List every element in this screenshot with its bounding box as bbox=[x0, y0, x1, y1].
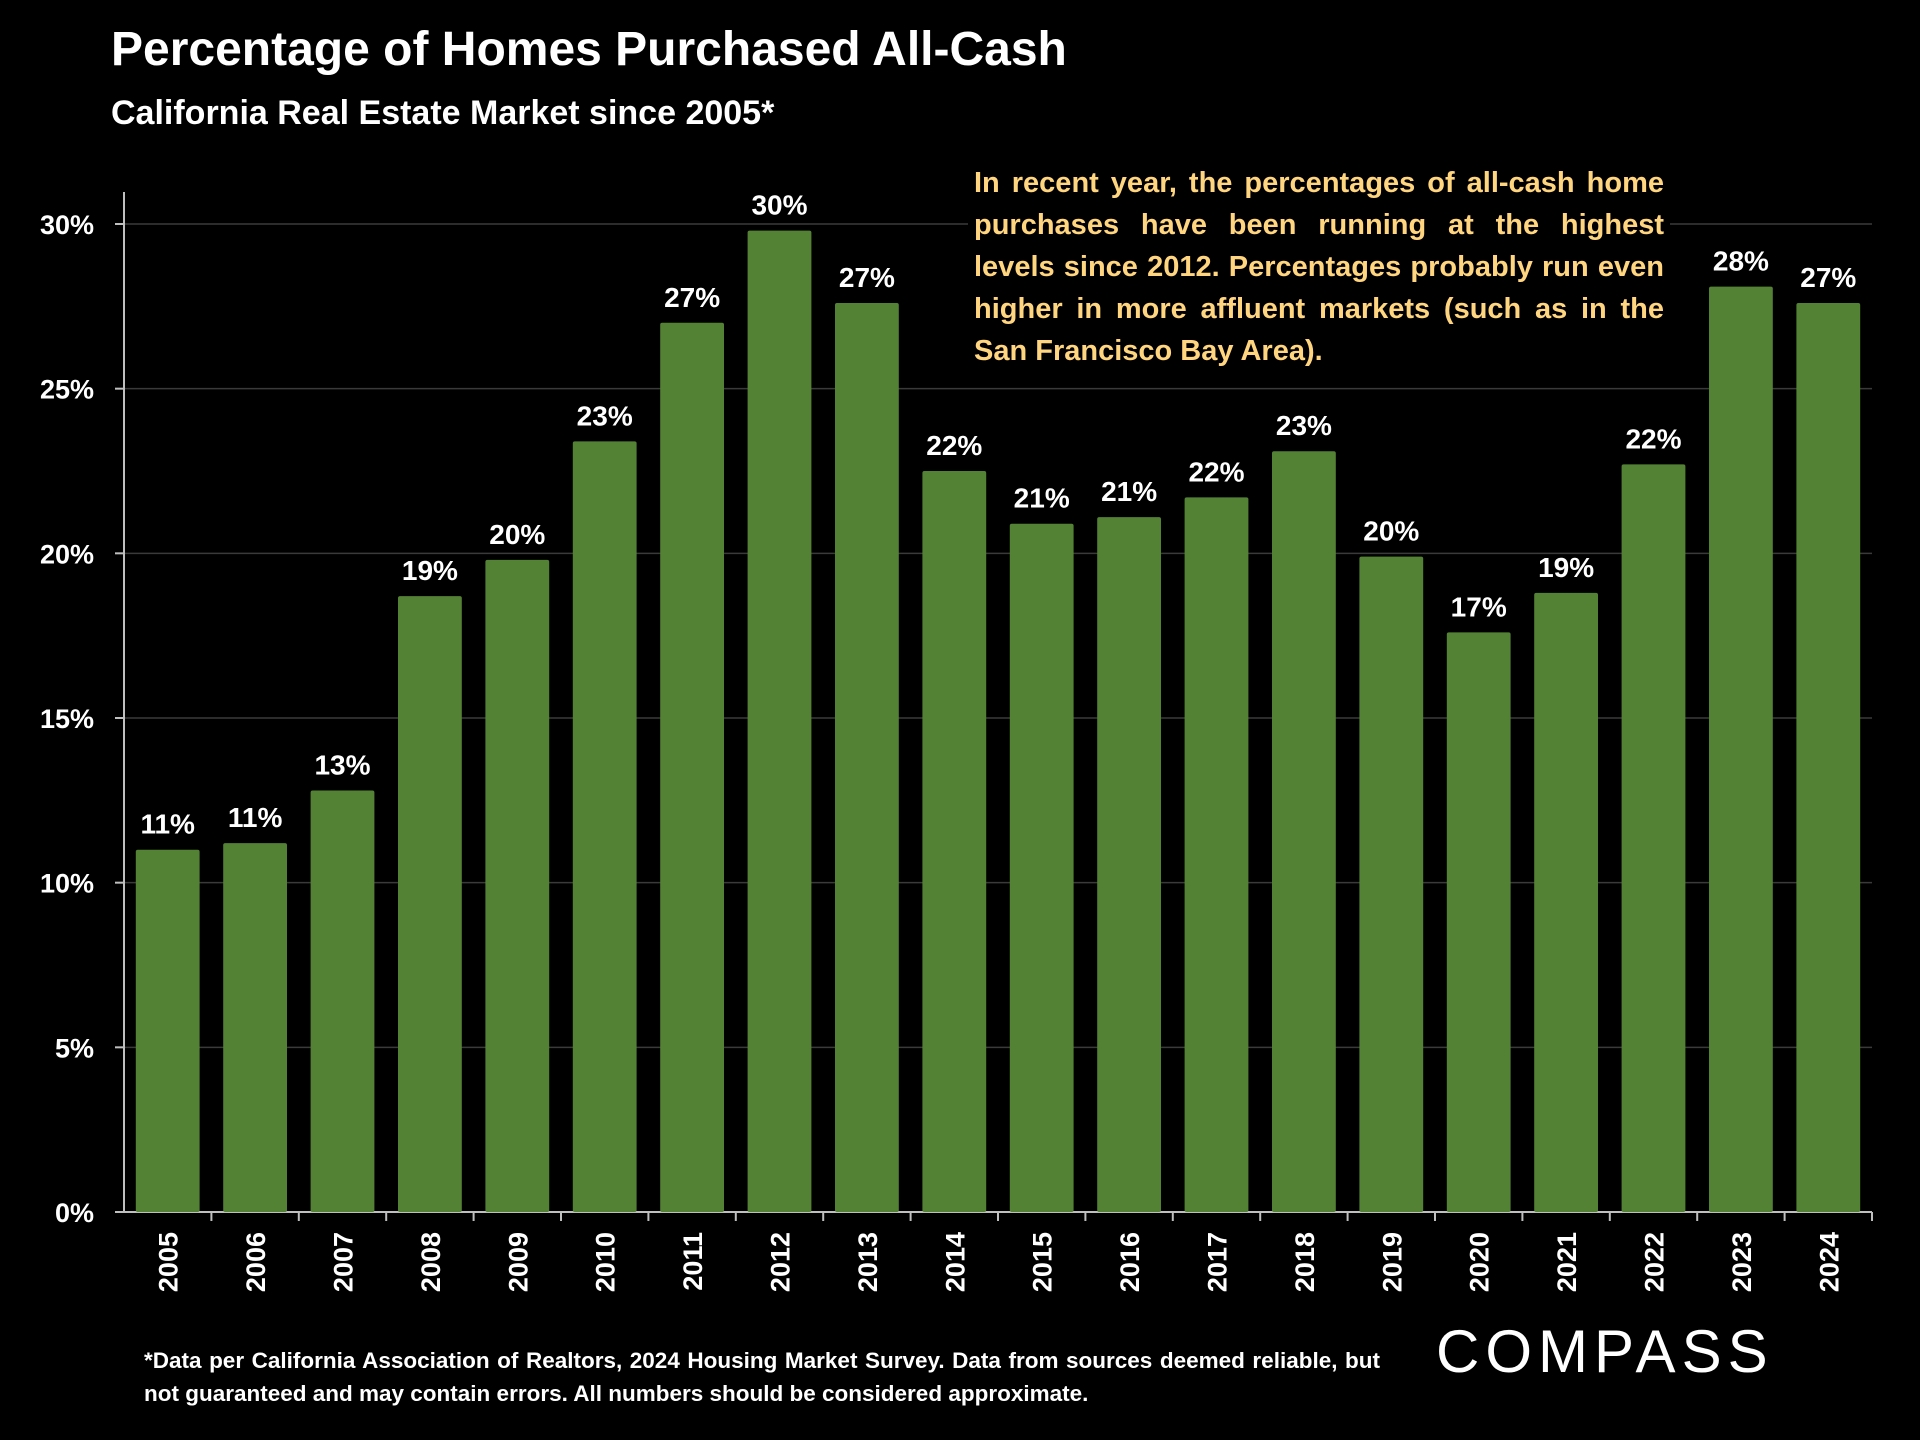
y-tick-label: 25% bbox=[40, 375, 94, 405]
x-tick-label-2009: 2009 bbox=[503, 1232, 533, 1292]
data-label-2023: 28% bbox=[1713, 246, 1769, 277]
chart-title: Percentage of Homes Purchased All-Cash bbox=[111, 23, 1067, 76]
bar-2013 bbox=[834, 303, 899, 1212]
bar-2021 bbox=[1534, 592, 1599, 1212]
x-tick-label-2015: 2015 bbox=[1028, 1232, 1058, 1292]
data-label-2022: 22% bbox=[1625, 423, 1681, 454]
x-tick-label-2005: 2005 bbox=[154, 1232, 184, 1292]
x-tick-label-2006: 2006 bbox=[241, 1232, 271, 1292]
x-tick-label-2011: 2011 bbox=[678, 1232, 708, 1291]
data-label-2005: 11% bbox=[140, 809, 195, 840]
footnote: *Data per California Association of Real… bbox=[144, 1348, 1380, 1406]
bar-2015 bbox=[1009, 523, 1074, 1212]
x-tick-label-2020: 2020 bbox=[1465, 1232, 1495, 1292]
x-tick-label-2007: 2007 bbox=[329, 1232, 359, 1292]
bar-2018 bbox=[1271, 451, 1336, 1212]
x-tick-label-2017: 2017 bbox=[1203, 1232, 1233, 1292]
bar-2012 bbox=[747, 230, 812, 1212]
compass-logo-wordmark: COMPASS bbox=[1436, 1322, 1774, 1382]
data-label-2009: 20% bbox=[489, 519, 545, 550]
compass-logo: COMPASS bbox=[1436, 1322, 1846, 1382]
y-tick-label: 30% bbox=[40, 210, 94, 240]
bar-2008 bbox=[397, 596, 462, 1212]
bar-2020 bbox=[1446, 632, 1511, 1212]
x-tick-label-2012: 2012 bbox=[766, 1232, 796, 1292]
x-tick-label-2016: 2016 bbox=[1115, 1232, 1145, 1292]
x-tick-label-2014: 2014 bbox=[940, 1232, 970, 1292]
data-label-2024: 27% bbox=[1800, 262, 1856, 293]
data-label-2015: 21% bbox=[1014, 483, 1070, 514]
y-tick-label: 5% bbox=[55, 1033, 94, 1063]
x-tick-label-2013: 2013 bbox=[853, 1232, 883, 1292]
data-label-2011: 27% bbox=[664, 282, 720, 313]
x-tick-label-2018: 2018 bbox=[1290, 1232, 1320, 1292]
bar-2005 bbox=[135, 849, 200, 1212]
y-tick-label: 15% bbox=[40, 704, 94, 734]
x-tick-label-2008: 2008 bbox=[416, 1232, 446, 1292]
bar-2011 bbox=[660, 322, 725, 1212]
data-label-2007: 13% bbox=[314, 749, 370, 780]
bar-2024 bbox=[1796, 303, 1861, 1212]
x-tick-label-2024: 2024 bbox=[1814, 1232, 1844, 1292]
x-tick-label-2019: 2019 bbox=[1377, 1232, 1407, 1292]
y-tick-label: 20% bbox=[40, 539, 94, 569]
data-label-2021: 19% bbox=[1538, 552, 1594, 583]
data-label-2010: 23% bbox=[577, 400, 633, 431]
logo-text: COMPASS bbox=[1436, 1322, 1774, 1382]
annotation-text: In recent year, the percentages of all-c… bbox=[968, 162, 1670, 372]
bar-2023 bbox=[1708, 286, 1773, 1212]
data-label-2020: 17% bbox=[1451, 591, 1507, 622]
x-tick-label-2023: 2023 bbox=[1727, 1232, 1757, 1292]
bar-2010 bbox=[572, 441, 637, 1212]
data-label-2008: 19% bbox=[402, 555, 458, 586]
bar-2014 bbox=[922, 471, 987, 1212]
bar-2016 bbox=[1097, 517, 1162, 1212]
bar-2017 bbox=[1184, 497, 1249, 1212]
data-label-2014: 22% bbox=[926, 430, 982, 461]
x-tick-label-2010: 2010 bbox=[591, 1232, 621, 1292]
bar-2006 bbox=[223, 843, 288, 1212]
chart-subtitle: California Real Estate Market since 2005… bbox=[111, 94, 775, 132]
data-label-2017: 22% bbox=[1188, 456, 1244, 487]
y-tick-label: 10% bbox=[40, 869, 94, 899]
data-label-2006: 11% bbox=[228, 802, 283, 833]
x-tick-label-2021: 2021 bbox=[1552, 1232, 1582, 1292]
bar-2007 bbox=[310, 790, 375, 1212]
bar-2022 bbox=[1621, 464, 1686, 1212]
bar-2019 bbox=[1359, 556, 1424, 1212]
data-label-2018: 23% bbox=[1276, 410, 1332, 441]
y-tick-label: 0% bbox=[55, 1198, 94, 1228]
data-label-2019: 20% bbox=[1363, 516, 1419, 547]
bar-2009 bbox=[485, 559, 550, 1212]
x-tick-label-2022: 2022 bbox=[1640, 1232, 1670, 1292]
data-label-2013: 27% bbox=[839, 262, 895, 293]
data-label-2016: 21% bbox=[1101, 476, 1157, 507]
data-label-2012: 30% bbox=[751, 190, 807, 221]
